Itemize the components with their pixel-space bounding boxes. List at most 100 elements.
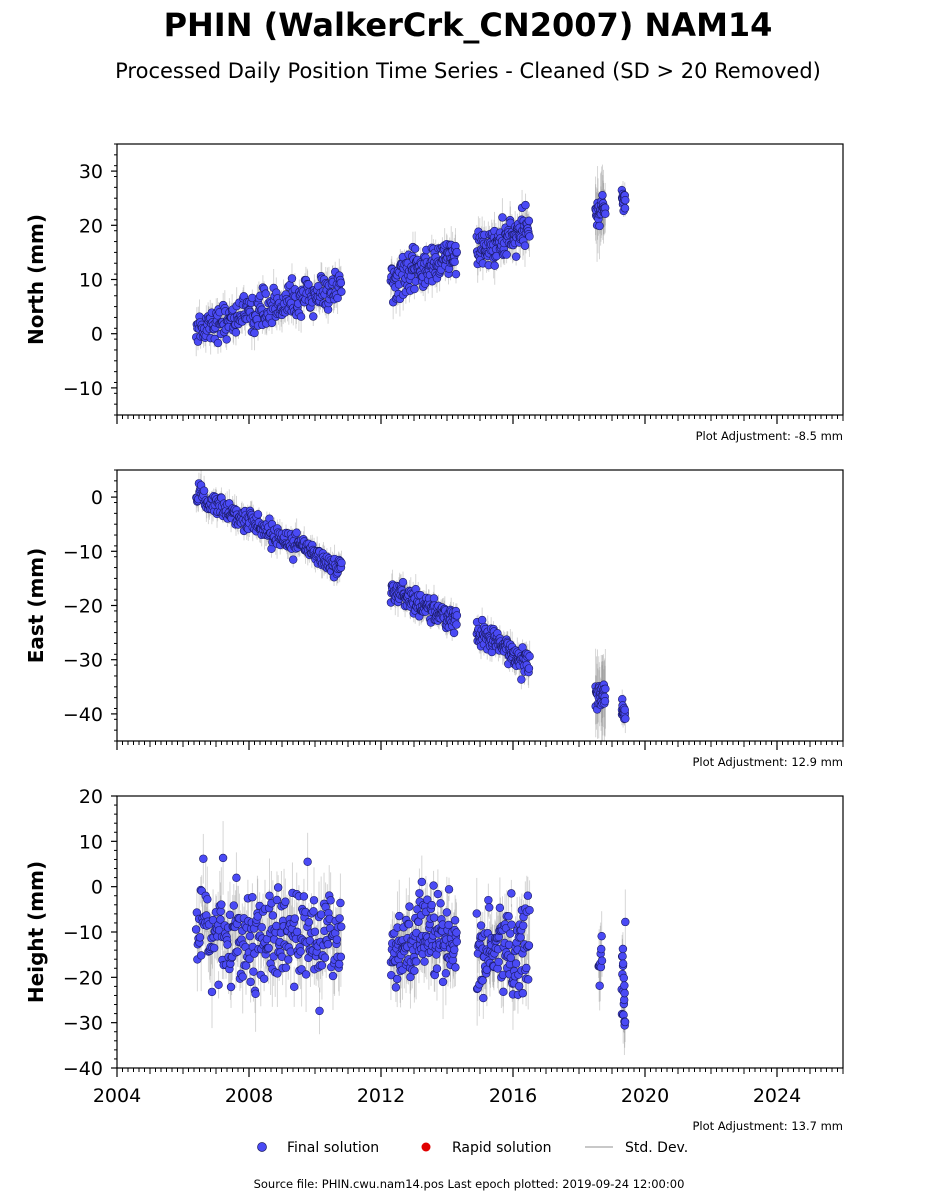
data-point (427, 900, 436, 910)
data-point (620, 988, 629, 998)
data-point (429, 594, 439, 603)
data-point (520, 241, 530, 250)
data-point (203, 895, 212, 904)
data-point (336, 278, 346, 288)
data-point (597, 944, 606, 954)
data-point (502, 250, 511, 259)
data-point (337, 558, 346, 568)
data-point (195, 933, 205, 942)
data-point (429, 913, 439, 922)
plot-adjustment-note: Plot Adjustment: 12.9 mm (692, 755, 843, 769)
data-point (405, 902, 414, 911)
y-tick-label: 0 (91, 487, 103, 509)
data-point (621, 917, 630, 927)
data-point (620, 1017, 630, 1027)
data-point (296, 947, 305, 956)
data-point (499, 987, 508, 997)
data-point (621, 714, 630, 723)
data-point (393, 974, 402, 984)
panel-1: −10 0 10 20 30 North (mm) Plot Adjustment: -8.… (24, 143, 844, 443)
data-point (525, 232, 534, 241)
data-point (248, 893, 257, 902)
data-point (523, 891, 533, 900)
data-point (268, 911, 278, 920)
y-tick-label: −30 (63, 650, 103, 672)
data-point (495, 903, 505, 913)
data-point (595, 981, 604, 990)
y-tick-label: 20 (79, 786, 103, 808)
data-point (241, 961, 251, 970)
data-point (423, 895, 432, 904)
data-point (621, 196, 630, 205)
figure-subtitle: Processed Daily Position Time Series - C… (115, 59, 821, 83)
data-point (595, 221, 604, 231)
data-point (323, 940, 333, 949)
data-point (253, 510, 263, 519)
data-point (316, 910, 326, 919)
legend-final-label: Final solution (287, 1140, 379, 1156)
final-solution-points (191, 853, 630, 1030)
data-point (507, 920, 516, 929)
data-point (511, 959, 521, 968)
data-point (257, 923, 266, 932)
data-point (199, 854, 208, 863)
data-point (478, 976, 487, 985)
source-note: Source file: PHIN.cwu.nam14.pos Last epo… (254, 1177, 685, 1191)
data-point (328, 971, 338, 981)
data-point (494, 957, 503, 967)
data-point (251, 989, 260, 999)
data-point (288, 555, 298, 564)
data-point (259, 974, 269, 984)
data-point (213, 338, 223, 348)
panel-3: −40 −30 −20 −10 0 10 20 2004 2008 2012 2016 2020 202… (24, 786, 844, 1133)
y-tick-label: 0 (91, 324, 103, 346)
data-point (411, 957, 421, 966)
data-point (410, 244, 420, 253)
data-point (498, 213, 507, 222)
data-point (525, 652, 534, 661)
data-point (332, 935, 342, 944)
data-point (267, 318, 277, 328)
data-point (452, 611, 462, 620)
data-point (309, 896, 319, 905)
x-tick-label: 2020 (621, 1085, 669, 1107)
data-point (309, 312, 318, 321)
data-point (514, 982, 524, 991)
data-point (232, 873, 241, 882)
data-point (292, 528, 301, 537)
x-tick-label: 2024 (753, 1085, 801, 1107)
data-point (506, 953, 516, 962)
data-point (337, 287, 346, 296)
y-tick-label: 20 (79, 215, 103, 237)
data-point (516, 933, 525, 942)
x-tick-label: 2012 (357, 1085, 405, 1107)
data-point (326, 896, 335, 905)
data-point (253, 912, 262, 921)
data-point (304, 918, 314, 927)
data-point (250, 328, 259, 338)
data-point (620, 705, 630, 715)
plot-adjustment-note: Plot Adjustment: 13.7 mm (692, 1119, 843, 1133)
data-point (452, 247, 461, 257)
data-point (310, 927, 320, 936)
data-point (320, 953, 330, 962)
data-point (284, 955, 293, 964)
y-tick-label: −10 (63, 378, 103, 400)
legend-rapid-marker (421, 1142, 431, 1152)
data-point (436, 899, 445, 908)
data-point (504, 912, 513, 921)
data-point (309, 907, 318, 916)
data-point (417, 877, 427, 887)
data-point (196, 951, 206, 960)
data-point (524, 664, 534, 673)
data-point (420, 957, 429, 966)
data-point (429, 881, 438, 890)
data-point (191, 925, 201, 934)
data-point (618, 952, 627, 961)
data-point (272, 921, 281, 931)
data-point (620, 204, 630, 213)
data-point (225, 910, 235, 920)
data-point (336, 898, 345, 908)
data-point (415, 889, 424, 898)
